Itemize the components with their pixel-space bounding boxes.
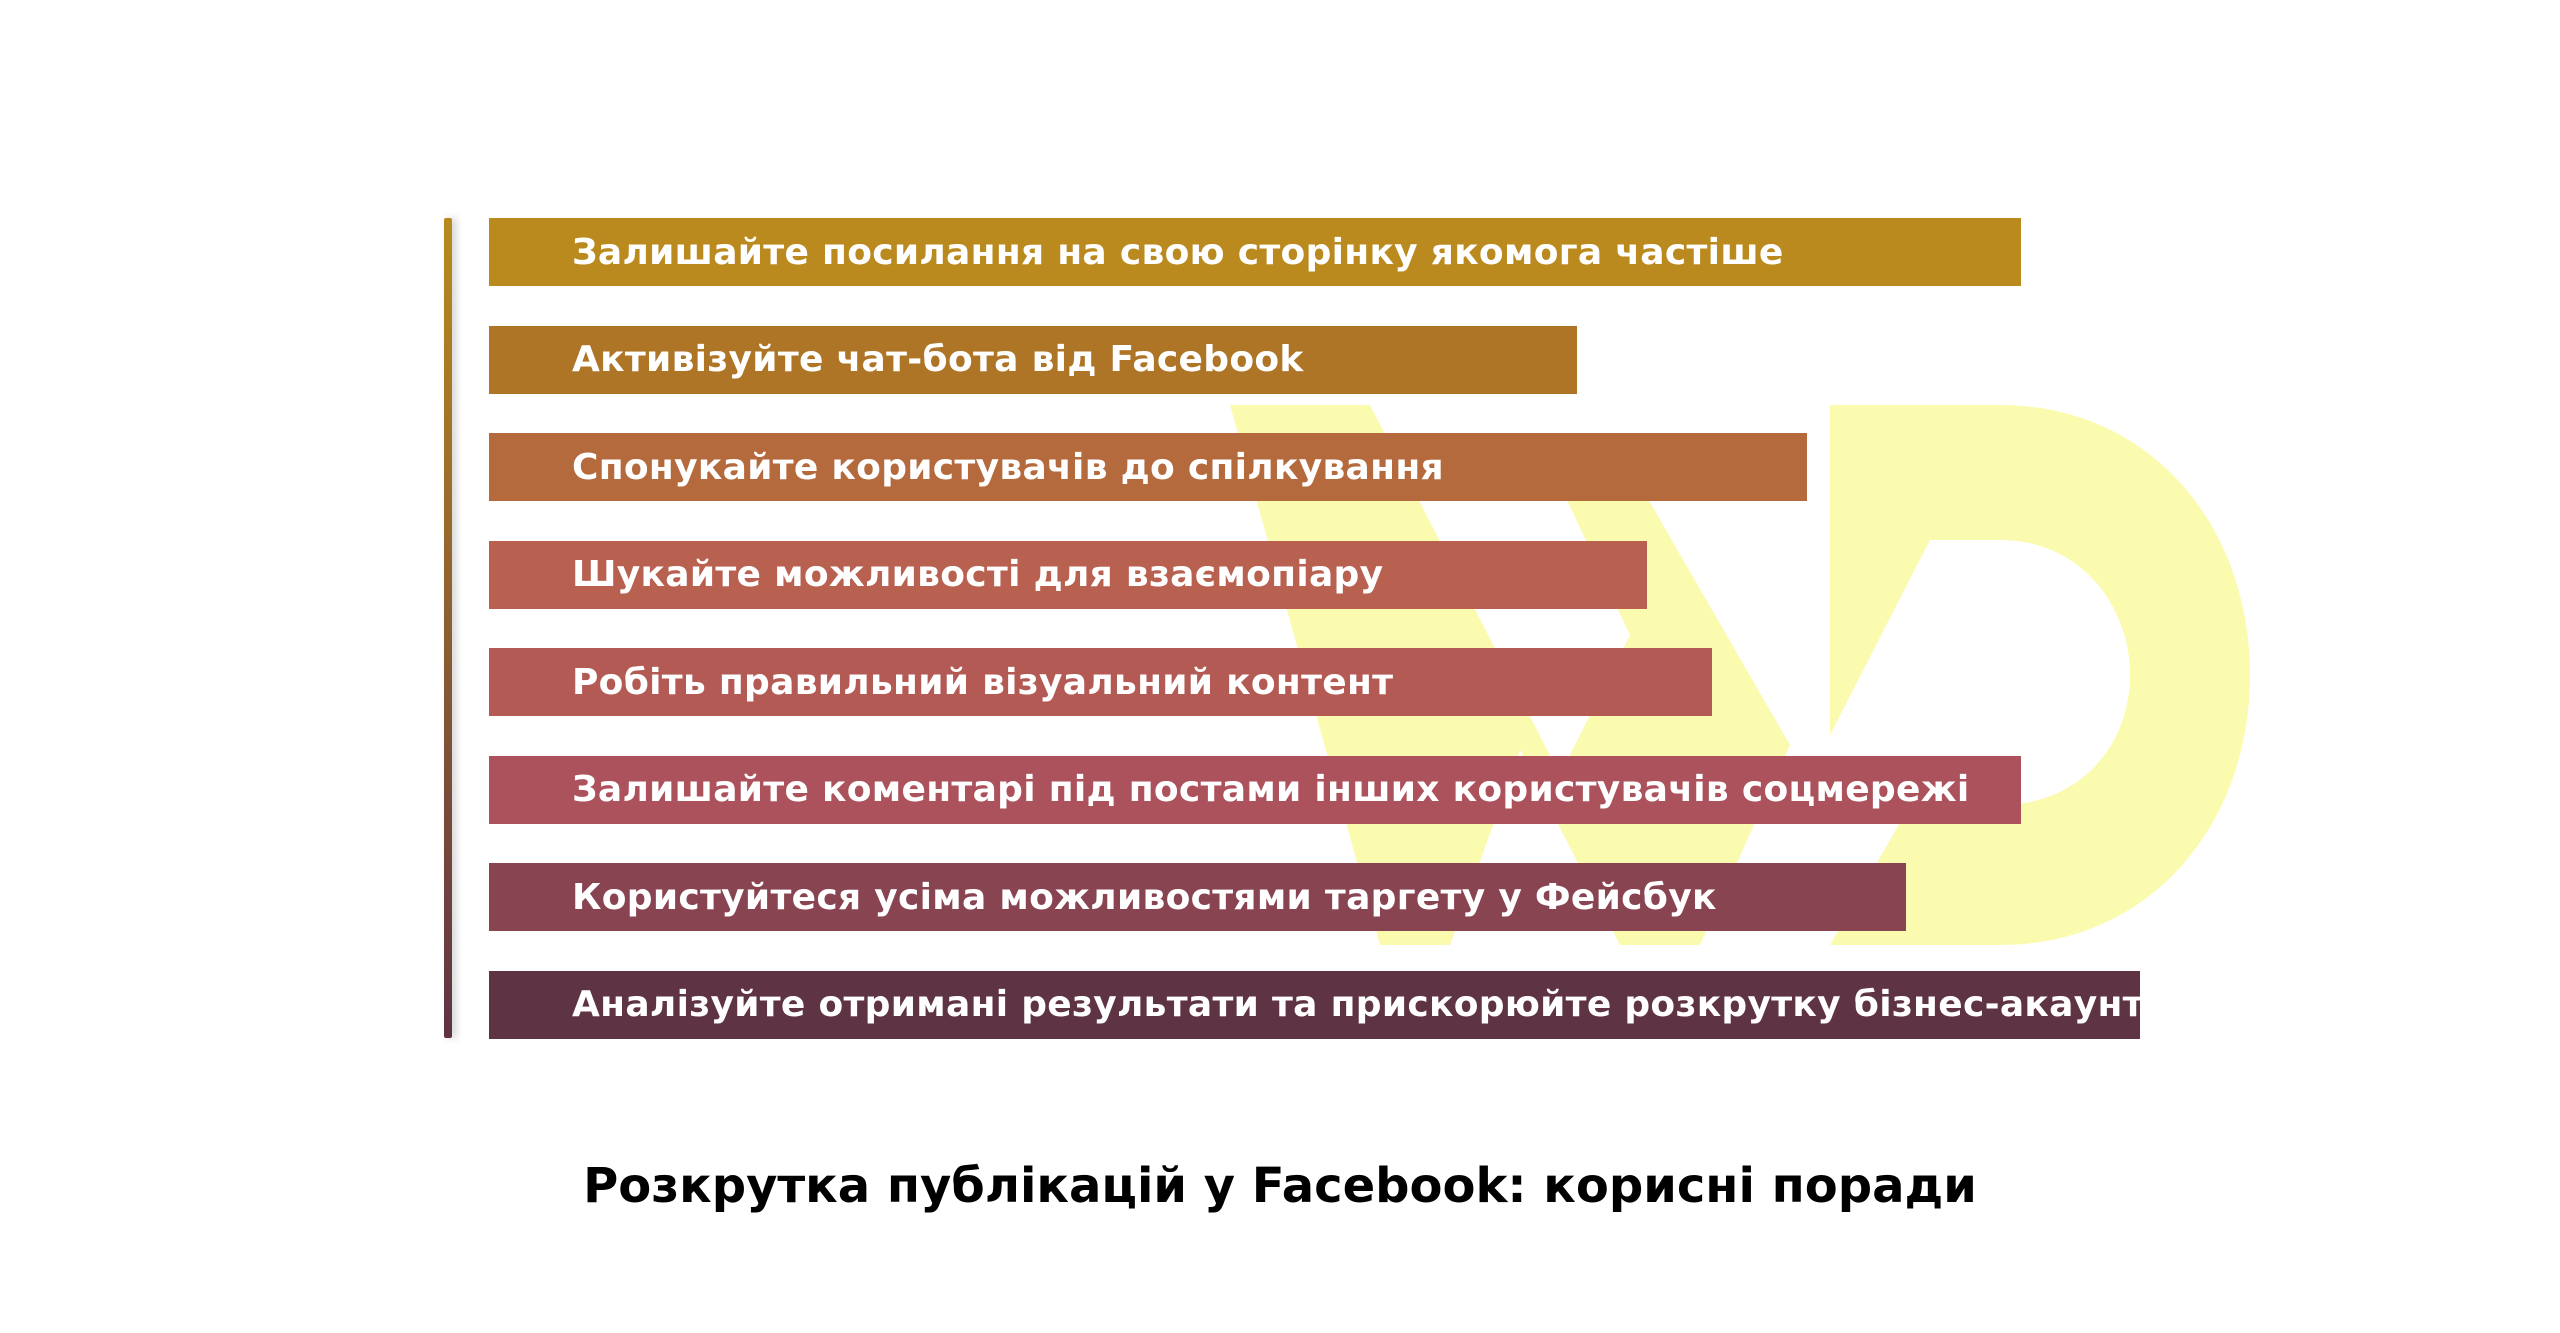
timeline-bar bbox=[444, 218, 452, 1038]
tip-label: Залишайте посилання на свою сторінку яко… bbox=[572, 231, 1784, 273]
tips-list: Залишайте посилання на свою сторінку яко… bbox=[489, 218, 2189, 1078]
tip-label: Робіть правильний візуальний контент bbox=[572, 661, 1394, 703]
diagram-caption: Розкрутка публікацій у Facebook: корисні… bbox=[583, 1158, 1977, 1214]
tip-bar: Спонукайте користувачів до спілкування bbox=[489, 433, 1807, 501]
tip-label: Залишайте коментарі під постами інших ко… bbox=[572, 769, 1970, 810]
tip-bar: Залишайте посилання на свою сторінку яко… bbox=[489, 218, 2021, 286]
tip-bar: Робіть правильний візуальний контент bbox=[489, 648, 1712, 716]
tip-bar: Залишайте коментарі під постами інших ко… bbox=[489, 755, 2021, 824]
tip-label: Аналізуйте отримані результати та приско… bbox=[572, 984, 2168, 1025]
tip-bar: Шукайте можливості для взаємопіару bbox=[489, 540, 1648, 609]
tip-bar: Користуйтеся усіма можливостями таргету … bbox=[489, 863, 1907, 931]
tip-label: Спонукайте користувачів до спілкування bbox=[572, 446, 1444, 488]
tip-label: Активізуйте чат-бота від Facebook bbox=[572, 339, 1304, 380]
tip-label: Шукайте можливості для взаємопіару bbox=[572, 554, 1384, 595]
tip-bar: Активізуйте чат-бота від Facebook bbox=[489, 325, 1577, 394]
tip-bar: Аналізуйте отримані результати та приско… bbox=[489, 970, 2167, 1039]
tip-label: Користуйтеся усіма можливостями таргету … bbox=[572, 876, 1717, 918]
